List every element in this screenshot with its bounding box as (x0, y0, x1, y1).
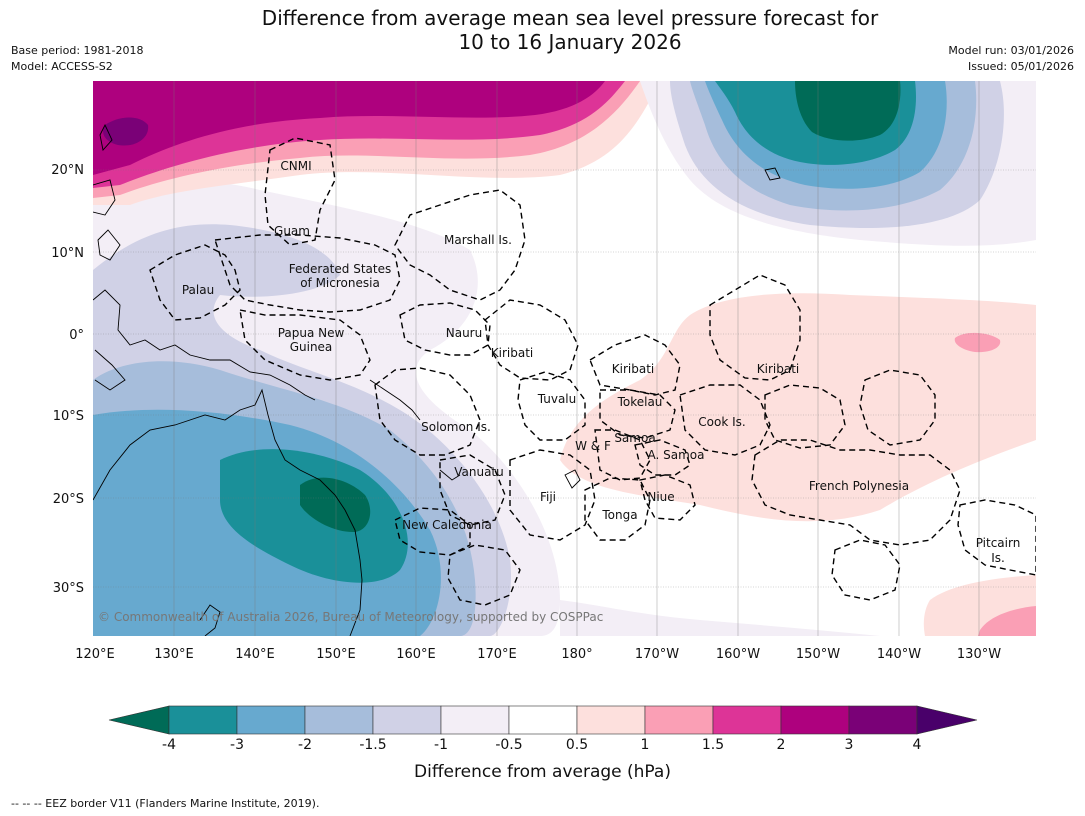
anomaly-band-east-pale (560, 293, 1036, 522)
x-tick-150e: 150°E (316, 647, 356, 662)
label-fsm-line2: of Micronesia (300, 276, 380, 290)
x-axis-labels: 120°E 130°E 140°E 150°E 160°E 170°E 180°… (75, 647, 1001, 662)
region-labels: CNMI Guam Marshall Is. Federated States … (182, 159, 1020, 565)
cbar-tick: -1 (434, 737, 448, 753)
cbar-tick: 1 (640, 737, 650, 753)
title-line-1: Difference from average mean sea level p… (261, 6, 879, 30)
colorbar-extend-low (108, 705, 170, 735)
x-tick-170w: 170°W (635, 647, 679, 662)
colorbar (108, 705, 978, 735)
meta-left: Base period: 1981-2018 Model: ACCESS-S2 (11, 43, 143, 75)
cbar-tick: -3 (230, 737, 244, 753)
cbar-tick: 1.5 (701, 737, 725, 753)
colorbar-swatch (644, 705, 714, 735)
issued-date: Issued: 05/01/2026 (967, 60, 1074, 73)
colorbar-swatch (304, 705, 374, 735)
cbar-tick: -0.5 (495, 737, 523, 753)
y-tick-20s: 20°S (53, 492, 84, 507)
cbar-tick: 0.5 (565, 737, 589, 753)
label-png-line1: Papua New (278, 326, 345, 340)
colorbar-extend-high (916, 705, 978, 735)
label-pitcairn-line1: Pitcairn (976, 536, 1021, 550)
colorbar-swatch (508, 705, 578, 735)
model-name: Model: ACCESS-S2 (11, 60, 113, 73)
cbar-tick: -2 (298, 737, 312, 753)
label-cnmi: CNMI (280, 159, 311, 173)
colorbar-swatch (576, 705, 646, 735)
graticule (93, 81, 1036, 636)
label-marshall-islands: Marshall Is. (444, 233, 512, 247)
meta-right: Model run: 03/01/2026 Issued: 05/01/2026 (948, 43, 1074, 75)
cbar-tick: 2 (776, 737, 786, 753)
label-cook-islands: Cook Is. (698, 415, 745, 429)
anomaly-band-west-dark (300, 477, 371, 533)
x-tick-140e: 140°E (235, 647, 275, 662)
anomaly-band-nw-deep (93, 81, 605, 175)
label-french-polynesia: French Polynesia (809, 479, 909, 493)
eez-borders (149, 137, 1036, 606)
label-tokelau: Tokelau (617, 395, 663, 409)
label-tuvalu: Tuvalu (537, 392, 577, 406)
copyright-notice: © Commonwealth of Australia 2026, Bureau… (98, 610, 603, 624)
coastlines (93, 123, 781, 636)
y-tick-20n: 20°N (51, 163, 84, 178)
label-wallis-futuna: W & F (575, 439, 611, 453)
y-tick-30s: 30°S (53, 581, 84, 596)
label-solomon-islands: Solomon Is. (421, 420, 491, 434)
label-kiribati-central: Kiribati (612, 362, 654, 376)
model-run: Model run: 03/01/2026 (948, 44, 1074, 57)
y-axis-labels: 20°N 10°N 0° 10°S 20°S 30°S (51, 163, 84, 596)
x-tick-160e: 160°E (396, 647, 436, 662)
y-tick-0: 0° (69, 328, 84, 343)
eez-legend-note: -- -- -- EEZ border V11 (Flanders Marine… (11, 797, 320, 810)
y-tick-10s: 10°S (53, 409, 84, 424)
label-kiribati-east: Kiribati (757, 362, 799, 376)
colorbar-swatch (372, 705, 442, 735)
label-palau: Palau (182, 283, 214, 297)
anomaly-band-ne-dark (795, 81, 901, 141)
cbar-tick: -4 (162, 737, 176, 753)
label-tonga: Tonga (601, 508, 637, 522)
title-line-2: 10 to 16 January 2026 (458, 30, 682, 54)
colorbar-swatch (440, 705, 510, 735)
label-guam: Guam (274, 224, 310, 238)
colorbar-swatch (780, 705, 850, 735)
y-tick-10n: 10°N (51, 246, 84, 261)
label-new-caledonia: New Caledonia (402, 518, 492, 532)
colorbar-swatch (712, 705, 782, 735)
base-period: Base period: 1981-2018 (11, 44, 144, 57)
label-kiribati-west: Kiribati (491, 346, 533, 360)
x-tick-140w: 140°W (877, 647, 921, 662)
x-tick-180: 180° (561, 647, 592, 662)
anomaly-band-se-pink (978, 606, 1036, 636)
label-nauru: Nauru (446, 326, 482, 340)
pressure-field: CNMI Guam Marshall Is. Federated States … (93, 81, 1036, 636)
x-tick-170e: 170°E (477, 647, 517, 662)
cbar-tick: 4 (912, 737, 922, 753)
colorbar-swatch (848, 705, 918, 735)
anomaly-band-sw-edge (560, 600, 880, 636)
label-samoa: Samoa (614, 431, 655, 445)
x-tick-130w: 130°W (957, 647, 1001, 662)
label-fiji: Fiji (540, 490, 556, 504)
cbar-tick: -1.5 (359, 737, 387, 753)
chart-title: Difference from average mean sea level p… (0, 6, 1085, 54)
colorbar-swatch (168, 705, 238, 735)
x-tick-160w: 160°W (716, 647, 760, 662)
label-fsm-line1: Federated States (289, 262, 391, 276)
x-tick-130e: 130°E (154, 647, 194, 662)
cbar-tick: 3 (844, 737, 854, 753)
anomaly-band-nw-purple (103, 117, 149, 146)
colorbar-title: Difference from average (hPa) (414, 762, 671, 782)
label-american-samoa: A. Samoa (648, 448, 705, 462)
label-pitcairn-line2: Is. (991, 551, 1005, 565)
label-png-line2: Guinea (290, 340, 333, 354)
x-tick-150w: 150°W (796, 647, 840, 662)
colorbar-swatch (236, 705, 306, 735)
x-tick-120e: 120°E (75, 647, 115, 662)
label-vanuatu: Vanuatu (454, 465, 504, 479)
label-niue: Niue (647, 490, 674, 504)
anomaly-band-east-pink (954, 332, 1001, 353)
